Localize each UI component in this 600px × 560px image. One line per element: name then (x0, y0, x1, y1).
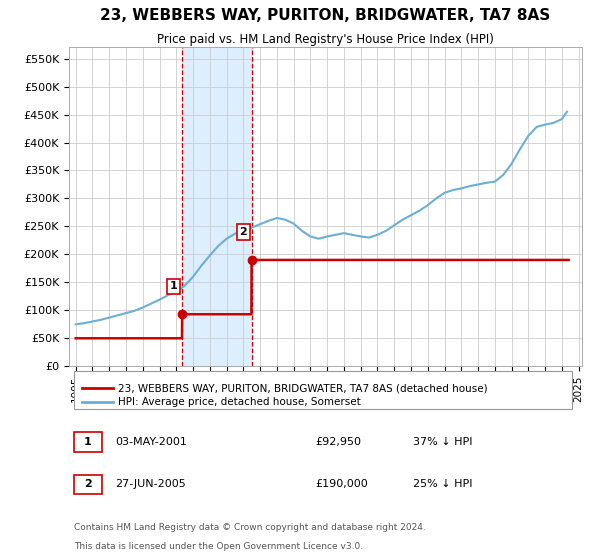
Text: Price paid vs. HM Land Registry's House Price Index (HPI): Price paid vs. HM Land Registry's House … (157, 33, 494, 46)
Text: 37% ↓ HPI: 37% ↓ HPI (413, 437, 472, 447)
FancyBboxPatch shape (74, 475, 103, 494)
FancyBboxPatch shape (74, 371, 572, 409)
Text: 2: 2 (84, 479, 92, 489)
Text: 25% ↓ HPI: 25% ↓ HPI (413, 479, 472, 489)
Text: This data is licensed under the Open Government Licence v3.0.: This data is licensed under the Open Gov… (74, 542, 363, 550)
Text: 1: 1 (170, 281, 178, 291)
Text: 03-MAY-2001: 03-MAY-2001 (115, 437, 187, 447)
Text: 23, WEBBERS WAY, PURITON, BRIDGWATER, TA7 8AS: 23, WEBBERS WAY, PURITON, BRIDGWATER, TA… (100, 8, 551, 23)
Text: HPI: Average price, detached house, Somerset: HPI: Average price, detached house, Some… (118, 397, 361, 407)
Text: Contains HM Land Registry data © Crown copyright and database right 2024.: Contains HM Land Registry data © Crown c… (74, 523, 426, 533)
Text: £190,000: £190,000 (315, 479, 368, 489)
FancyBboxPatch shape (74, 432, 103, 452)
Text: 23, WEBBERS WAY, PURITON, BRIDGWATER, TA7 8AS (detached house): 23, WEBBERS WAY, PURITON, BRIDGWATER, TA… (118, 383, 487, 393)
Text: 1: 1 (84, 437, 92, 447)
Bar (182, 48, 251, 366)
Text: £92,950: £92,950 (315, 437, 361, 447)
Text: 27-JUN-2005: 27-JUN-2005 (115, 479, 186, 489)
Text: 2: 2 (239, 227, 247, 237)
